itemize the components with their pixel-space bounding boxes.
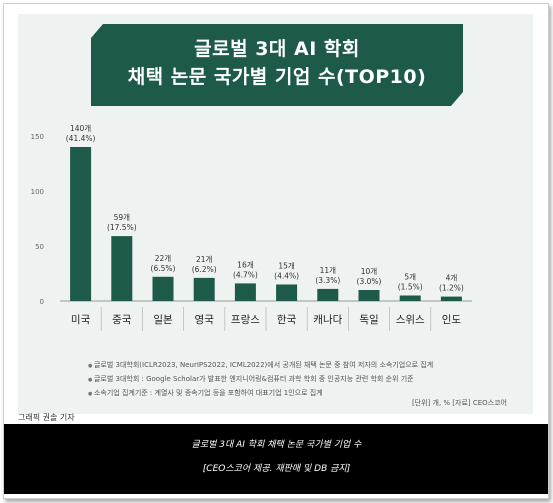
data-label-value: 10개: [361, 266, 378, 276]
bar: [111, 236, 133, 301]
data-label-percent: (6.5%): [151, 264, 176, 273]
caption-bar: [4, 424, 548, 494]
footnote: 소속기업 집계기준 : 계열사 및 종속기업 등을 포함하여 대표기업 1인으로…: [88, 387, 508, 401]
footnote: 글로벌 3대학회(ICLR2023, NeurIPS2022, ICML2022…: [88, 359, 508, 373]
bar: [317, 288, 339, 301]
footnote: 글로벌 3대학회 : Google Scholar가 발표한 엔지니어링&컴퓨터…: [88, 373, 508, 387]
data-label-value: 11개: [320, 265, 337, 275]
bar: [276, 284, 298, 301]
infographic-panel: 글로벌 3대 AI 학회 채택 논문 국가별 기업 수(TOP10) 0 50 10…: [18, 14, 533, 414]
chart-title-line-2: 채택 논문 국가별 기업 수(TOP10): [127, 66, 427, 88]
y-tick-label: 0: [40, 298, 44, 306]
data-label-percent: (41.4%): [66, 134, 96, 143]
caption-source: [CEO스코어 제공. 재판매 및 DB 금지]: [202, 464, 351, 474]
data-label-value: 5개: [404, 272, 416, 282]
data-label-value: 15개: [278, 261, 295, 271]
x-tick-label: 캐나다: [313, 314, 342, 326]
bar: [399, 295, 421, 301]
x-tick-label: 일본: [153, 313, 173, 326]
x-tick-label: 독일: [359, 313, 378, 326]
bar: [358, 290, 380, 301]
data-label-percent: (3.3%): [315, 276, 340, 285]
data-label-percent: (4.4%): [274, 272, 299, 281]
data-label-value: 16개: [237, 259, 254, 269]
x-tick-label: 한국: [277, 314, 297, 326]
title-banner: 글로벌 3대 AI 학회 채택 논문 국가별 기업 수(TOP10): [91, 24, 463, 106]
bar: [193, 277, 215, 301]
x-tick-label: 영국: [195, 314, 215, 326]
x-tick-label: 인도: [442, 314, 462, 326]
data-label-value: 140개: [70, 123, 91, 133]
bar: [70, 147, 92, 301]
chart-title-line-1: 글로벌 3대 AI 학회: [194, 38, 360, 60]
data-label-percent: (4.7%): [233, 270, 258, 279]
y-tick-label: 100: [31, 188, 44, 196]
bar: [152, 276, 174, 301]
y-tick-label: 150: [31, 133, 44, 141]
x-tick-label: 중국: [112, 314, 132, 326]
y-tick-label: 50: [35, 243, 44, 251]
graphic-credit: 그래픽 권솔 기자: [18, 413, 75, 422]
data-label-percent: (3.0%): [357, 277, 382, 286]
data-label-percent: (1.5%): [398, 283, 423, 292]
data-label-value: 22개: [155, 253, 172, 263]
x-tick-label: 미국: [71, 314, 91, 326]
data-label-value: 4개: [446, 273, 458, 283]
bar: [234, 283, 256, 301]
data-label-percent: (6.2%): [192, 265, 217, 274]
x-tick-label: 프랑스: [231, 314, 260, 326]
bar-chart: 050100150140개(41.4%)미국59개(17.5%)중국22개(6.…: [31, 123, 472, 331]
x-tick-label: 스위스: [396, 313, 425, 326]
data-label-value: 59개: [114, 212, 131, 222]
data-label-percent: (17.5%): [107, 223, 137, 232]
data-label-percent: (1.2%): [439, 284, 464, 293]
bar: [440, 296, 462, 301]
caption-title: 글로벌 3대 AI 학회 채택 논문 국가별 기업 수: [191, 440, 362, 450]
footnotes: 글로벌 3대학회(ICLR2023, NeurIPS2022, ICML2022…: [88, 359, 508, 401]
unit-source-note: [단위] 개, % [자료] CEO스코어: [411, 399, 507, 407]
data-label-value: 21개: [196, 254, 213, 264]
